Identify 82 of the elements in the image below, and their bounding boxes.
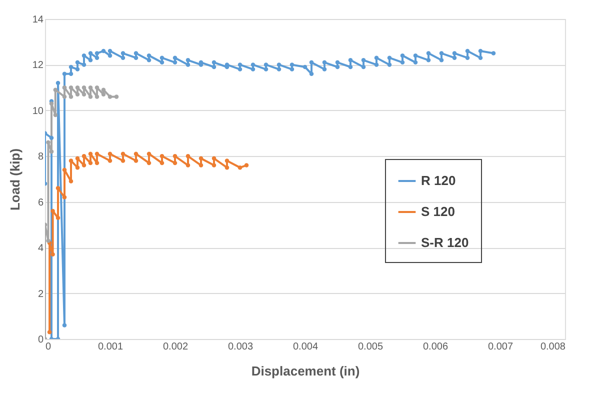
point <box>224 165 230 170</box>
point <box>62 195 67 200</box>
x-tick-label: 0.001 <box>98 342 124 352</box>
point <box>50 208 55 214</box>
x-axis-title: Displacement (in) <box>251 364 360 378</box>
point <box>75 85 80 90</box>
x-tick-label: 0.005 <box>358 342 384 352</box>
x-tick-label: 0.006 <box>422 342 448 352</box>
x-tick-label: 0.008 <box>540 342 566 352</box>
point <box>68 158 74 163</box>
point <box>62 168 67 172</box>
point <box>49 101 54 106</box>
point <box>56 186 60 190</box>
point <box>88 94 93 99</box>
x-tick-label: 0.002 <box>162 342 188 352</box>
point <box>146 160 152 166</box>
point <box>75 92 80 97</box>
point <box>75 165 80 170</box>
y-tick-label: 0 <box>38 334 44 346</box>
point <box>212 156 216 161</box>
point <box>146 152 152 156</box>
point <box>172 154 178 158</box>
point <box>212 163 216 168</box>
point <box>120 152 126 156</box>
point <box>160 154 164 158</box>
y-tick-label: 10 <box>32 106 44 117</box>
point <box>186 163 190 168</box>
point <box>186 154 190 158</box>
point <box>46 238 50 243</box>
point <box>108 152 112 156</box>
point <box>75 156 80 161</box>
point <box>94 94 100 99</box>
point <box>49 149 54 154</box>
point <box>94 160 100 166</box>
point <box>68 179 74 184</box>
point <box>108 158 112 163</box>
y-axis-title: Load (kip) <box>7 148 22 211</box>
y-tick-label: 2 <box>38 288 44 300</box>
x-tick-label: 0.003 <box>228 342 254 352</box>
point <box>47 330 52 334</box>
point <box>101 88 106 92</box>
y-tick-label: 8 <box>38 152 44 163</box>
point <box>238 165 242 170</box>
point <box>68 85 74 90</box>
point <box>82 163 86 168</box>
point <box>50 252 55 257</box>
point <box>53 112 58 118</box>
point <box>120 158 126 163</box>
point <box>108 94 112 99</box>
y-tick-label: 4 <box>38 243 44 254</box>
point <box>134 152 138 156</box>
point <box>56 216 60 220</box>
point <box>82 85 86 90</box>
point <box>224 158 230 163</box>
point <box>88 152 93 156</box>
point <box>94 85 100 90</box>
point <box>82 92 86 97</box>
point <box>94 152 100 156</box>
point <box>82 154 86 158</box>
x-tick-label: 0 <box>46 342 52 352</box>
point <box>68 94 74 99</box>
point <box>134 158 138 163</box>
legend-label: R 120 <box>421 173 456 188</box>
point <box>198 163 204 168</box>
x-tick-label: 0.004 <box>292 342 318 352</box>
y-tick-label: 14 <box>32 14 44 26</box>
legend-label: S 120 <box>421 204 455 219</box>
x-tick-label: 0.007 <box>488 342 514 352</box>
point <box>244 163 249 168</box>
point <box>53 88 58 92</box>
point <box>101 92 106 97</box>
point <box>88 85 93 90</box>
point <box>62 94 67 99</box>
point <box>114 94 119 99</box>
y-tick-label: 6 <box>38 197 44 208</box>
legend-label: S-R 120 <box>421 235 469 250</box>
point <box>46 140 50 145</box>
y-tick-label: 12 <box>32 60 44 72</box>
point <box>198 156 204 161</box>
point <box>172 160 178 166</box>
point <box>160 160 164 166</box>
point <box>88 160 93 166</box>
